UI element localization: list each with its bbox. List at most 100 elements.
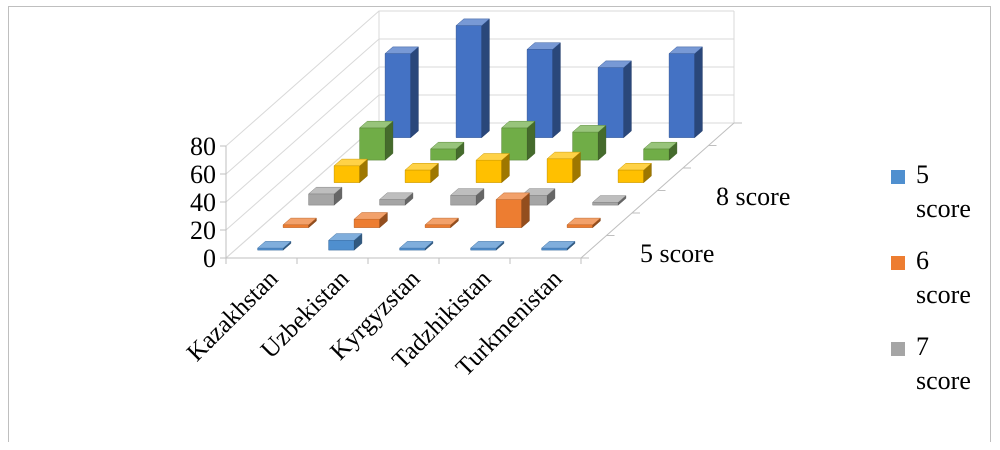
legend-swatch <box>891 342 905 356</box>
bar-top <box>282 217 318 226</box>
legend: 5 score 6 score 7 score <box>891 160 971 395</box>
bar-top <box>424 217 460 226</box>
bar <box>307 186 343 206</box>
bar-top <box>500 120 536 129</box>
y-tick-label: 20 <box>190 216 216 245</box>
bar-front <box>404 169 431 183</box>
bar-front <box>399 247 426 251</box>
bar-top <box>642 141 678 150</box>
bar-front <box>282 224 309 228</box>
legend-number: 7 <box>916 332 929 361</box>
bar-top <box>520 188 556 196</box>
legend-swatch <box>891 256 905 270</box>
bar <box>404 162 440 184</box>
bar-front <box>546 158 573 183</box>
depth-tick-label: 5 score <box>640 239 714 268</box>
bar-top <box>398 241 434 249</box>
bar <box>424 217 460 229</box>
bar <box>455 18 491 139</box>
bar-front <box>379 199 406 206</box>
bar <box>398 240 434 251</box>
bar-front <box>566 224 593 228</box>
legend-text: score <box>916 280 971 309</box>
bar-top <box>668 46 704 54</box>
bar-front <box>470 247 497 251</box>
bar-front <box>617 169 644 183</box>
bar <box>327 233 363 251</box>
bar-top <box>455 18 491 26</box>
y-tick-label: 60 <box>190 160 216 189</box>
x-axis: KazakhstanUzbekistanKyrgyzstanTadzhikist… <box>182 257 582 382</box>
bar <box>495 192 531 229</box>
bar <box>333 158 369 184</box>
bar-top <box>307 186 343 195</box>
bar <box>353 211 389 229</box>
legend-text: score <box>916 194 971 223</box>
bar-top <box>404 163 440 171</box>
bar <box>597 60 633 139</box>
bar-front <box>359 127 386 161</box>
bar-front <box>450 195 477 206</box>
y-tick-label: 0 <box>203 244 216 273</box>
bar-top <box>495 192 531 200</box>
bar-top <box>469 241 505 249</box>
bar <box>668 46 704 139</box>
legend-number: 5 <box>916 160 929 189</box>
chart-bars <box>256 18 704 251</box>
bar <box>642 141 678 161</box>
bar-top <box>358 120 394 129</box>
legend-swatch <box>891 170 905 184</box>
legend-text: score <box>916 366 971 395</box>
bar <box>540 240 576 251</box>
legend-number: 6 <box>916 246 929 275</box>
bar-top <box>566 217 602 226</box>
bar <box>282 217 318 229</box>
bar <box>429 141 465 161</box>
bar-front <box>475 159 502 183</box>
depth-tick-label: 8 score <box>716 182 790 211</box>
bar-front <box>328 240 355 251</box>
bar-front <box>592 202 619 206</box>
bar-top <box>378 192 414 200</box>
bar-front <box>541 247 568 251</box>
bar-side <box>481 18 490 139</box>
bar <box>449 188 485 206</box>
bar-side <box>410 46 419 139</box>
bar <box>526 42 562 139</box>
bar <box>591 195 627 206</box>
bar-top <box>526 42 562 50</box>
bar-top <box>597 60 633 68</box>
bar-front <box>643 148 670 161</box>
legend-entry: 5 score <box>891 160 971 223</box>
bar-front <box>308 193 335 206</box>
bar <box>617 162 653 184</box>
bar-front <box>455 25 482 138</box>
bar-top <box>429 141 465 150</box>
bar <box>546 151 582 184</box>
bar-top <box>591 195 627 203</box>
bar-front <box>495 199 522 228</box>
bar <box>384 46 420 139</box>
bar-front <box>257 247 284 251</box>
y-tick-label: 40 <box>190 188 216 217</box>
bar <box>378 192 414 206</box>
bar-top <box>333 158 369 167</box>
bar <box>358 120 394 161</box>
bar-front <box>333 165 360 183</box>
bar-front <box>668 53 695 138</box>
legend-entry: 7 score <box>891 332 971 395</box>
bar-top <box>617 163 653 171</box>
bar-top <box>384 46 420 54</box>
bar <box>475 152 511 184</box>
legend-entry: 6 score <box>891 246 971 309</box>
bar-top <box>571 125 607 133</box>
bar-front <box>430 148 457 161</box>
bar <box>469 240 505 251</box>
bar <box>500 120 536 161</box>
bar <box>256 240 292 251</box>
bar-front <box>353 218 380 228</box>
bar-top <box>353 212 389 220</box>
